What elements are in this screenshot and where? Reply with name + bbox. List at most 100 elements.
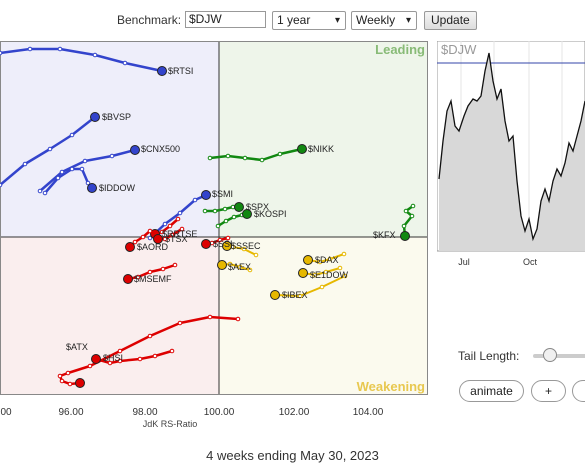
x-axis-label: JdK RS-Ratio — [143, 419, 198, 428]
cnx500-label: $CNX500 — [141, 144, 180, 154]
period-select[interactable]: 1 year ▾ — [272, 11, 346, 30]
kospi-trail-point — [223, 218, 229, 224]
rrtse-trail-point — [167, 223, 173, 229]
e1dow-trail-point — [323, 269, 329, 275]
benchmark-input[interactable]: $DJW — [185, 11, 266, 28]
kfx-label: $KFX — [373, 230, 396, 240]
iddow-label: $IDDOW — [99, 183, 136, 193]
dax-head-marker[interactable] — [303, 255, 313, 265]
smi-trail-point — [177, 210, 183, 216]
msemf-trail-point — [135, 274, 141, 280]
zoom-in-button[interactable]: + — [531, 380, 566, 402]
bvsp-head-marker[interactable] — [90, 112, 100, 122]
leading-quadrant — [219, 41, 428, 237]
aord-label: $AORD — [137, 242, 169, 252]
hsi-label: $HSI — [103, 353, 123, 363]
iddow-head-marker[interactable] — [87, 183, 97, 193]
tail-length-slider-handle[interactable] — [543, 348, 557, 362]
hsi-trail-point — [137, 356, 143, 362]
hsi-trail-point — [107, 360, 113, 366]
nikk-trail-point — [207, 155, 213, 161]
bvsp-trail-point — [69, 132, 75, 138]
aex-trail-point — [247, 267, 253, 273]
dax-label: $DAX — [315, 255, 339, 265]
aex-label: $AEX — [228, 262, 251, 272]
spx-label: $SPX — [246, 202, 269, 212]
ibex-head-marker[interactable] — [270, 290, 280, 300]
ssi-trail-point — [217, 237, 223, 243]
nikk-trail-point — [225, 153, 231, 159]
nikk-label: $NIKK — [308, 144, 334, 154]
ticker-trails — [0, 46, 416, 388]
tsx-head-marker[interactable] — [153, 234, 163, 244]
frequency-select[interactable]: Weekly ▾ — [351, 11, 417, 30]
kospi-label: $KOSPI — [254, 209, 287, 219]
iddow-trail-point — [79, 166, 85, 172]
smi-head-marker[interactable] — [201, 190, 211, 200]
ssi-label: $SSI — [213, 239, 233, 249]
smi-trail-point — [192, 197, 198, 203]
x-tick-labels: 00 96.00 98.00 100.00 102.00 104.00 — [0, 407, 383, 418]
hsi-trail-point — [169, 348, 175, 354]
e1dow-trail-point — [312, 272, 318, 278]
ssec-trail-point — [241, 246, 247, 252]
hsi-trail — [94, 349, 174, 365]
tail-length-slider-track[interactable] — [533, 354, 585, 358]
hsi-head-marker[interactable] — [91, 354, 101, 364]
tsx-trail-point — [179, 226, 185, 232]
nikk-trail-point — [242, 155, 248, 161]
lagging-quadrant — [0, 237, 219, 395]
aex-head-marker[interactable] — [217, 260, 227, 270]
improving-quadrant — [0, 41, 219, 237]
e1dow-head-marker[interactable] — [298, 268, 308, 278]
cnx500-head-marker[interactable] — [130, 145, 140, 155]
rtsi-head-marker[interactable] — [157, 66, 167, 76]
x-tick-label: 96.00 — [58, 407, 83, 418]
atx-trail-point — [147, 333, 153, 339]
update-button[interactable]: Update — [424, 11, 477, 30]
rrtse-label: $RRTSE — [162, 229, 197, 239]
ibex-trail — [274, 275, 346, 297]
dax-trail-point — [327, 256, 333, 262]
e1dow-label: $E1DOW — [310, 270, 349, 280]
controls-bar: Benchmark: $DJW 1 year ▾ Weekly ▾ Update — [0, 0, 585, 40]
spx-trail-point — [212, 208, 218, 214]
msemf-trail-point — [172, 262, 178, 268]
kfx-trail-point — [401, 223, 407, 229]
rrg-chart: Leading Weakening 00 96.00 98.00 100.00 … — [0, 41, 428, 428]
aord-head-marker[interactable] — [125, 242, 135, 252]
aex-trail-point — [237, 264, 243, 270]
rtsi-trail — [0, 47, 164, 73]
ssi-head-marker[interactable] — [201, 239, 211, 249]
spx-head-marker[interactable] — [234, 202, 244, 212]
animate-button[interactable]: animate — [459, 380, 524, 402]
msemf-head-marker[interactable] — [123, 274, 133, 284]
nikk-head-marker[interactable] — [297, 144, 307, 154]
msemf-trail-point — [160, 266, 166, 272]
tail-length-label: Tail Length: — [458, 349, 520, 363]
ticker-labels: $RTSI $BVSP $CNX500 $IDDOW $SMI $NIKK $SPX$KOS… — [66, 66, 396, 363]
rrtse-trail-point — [175, 216, 181, 222]
iddow-trail-point — [85, 180, 91, 186]
ibex-trail-point — [342, 273, 348, 279]
tsx-label: $TSX — [165, 234, 188, 244]
atx-trail-point — [65, 370, 71, 376]
rtsi-trail-point — [0, 50, 3, 56]
quadrant-label-weakening: Weakening — [357, 379, 425, 394]
hsi-trail-point — [117, 358, 123, 364]
ssec-head-marker[interactable] — [222, 241, 232, 251]
kospi-head-marker[interactable] — [242, 209, 252, 219]
x-tick-label: 00 — [0, 407, 12, 418]
cnx500-trail-point — [37, 188, 43, 194]
cnx500-trail-point — [109, 153, 115, 159]
mini-chart-title: $DJW — [441, 42, 477, 57]
x-tick-label: 100.00 — [204, 407, 235, 418]
spx-trail-point — [202, 208, 208, 214]
benchmark-label: Benchmark: — [117, 13, 182, 27]
atx-head-marker[interactable] — [75, 378, 85, 388]
footer-date-range: 4 weeks ending May 30, 2023 — [206, 448, 379, 463]
e1dow-trail — [302, 267, 341, 276]
chevron-down-icon: ▾ — [334, 15, 340, 26]
kfx-head-marker[interactable] — [400, 231, 410, 241]
zoom-out-button[interactable] — [572, 380, 585, 402]
